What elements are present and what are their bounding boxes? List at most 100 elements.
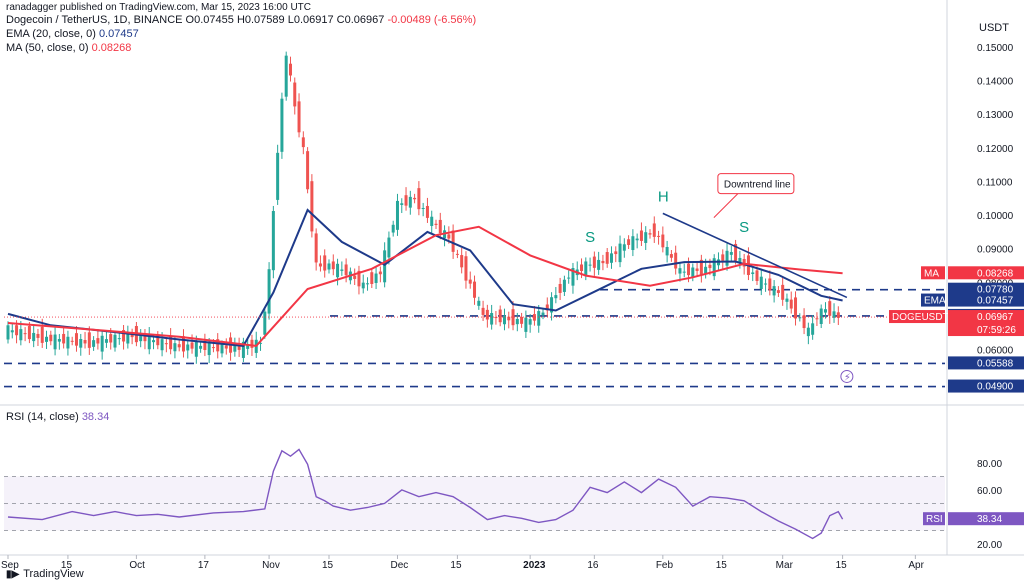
candle-body[interactable] xyxy=(571,268,575,286)
candle-body[interactable] xyxy=(421,207,425,209)
candle-body[interactable] xyxy=(708,264,712,269)
candle-body[interactable] xyxy=(370,272,374,284)
candle-body[interactable] xyxy=(734,243,738,261)
candle-body[interactable] xyxy=(374,273,378,283)
candle-body[interactable] xyxy=(271,211,275,271)
candle-body[interactable] xyxy=(87,332,91,348)
candle-body[interactable] xyxy=(130,334,134,338)
candle-body[interactable] xyxy=(259,342,263,344)
candle-body[interactable] xyxy=(143,334,147,342)
candle-body[interactable] xyxy=(250,339,254,348)
candle-body[interactable] xyxy=(267,269,271,314)
candle-body[interactable] xyxy=(331,261,335,270)
candle-body[interactable] xyxy=(584,261,588,277)
candle-body[interactable] xyxy=(23,333,27,335)
candle-body[interactable] xyxy=(725,250,729,266)
candle-body[interactable] xyxy=(802,315,806,329)
candle-body[interactable] xyxy=(811,323,815,335)
candle-body[interactable] xyxy=(494,317,498,319)
candle-body[interactable] xyxy=(580,264,584,272)
candle-body[interactable] xyxy=(40,326,44,343)
candle-body[interactable] xyxy=(661,234,665,248)
rsi-line[interactable] xyxy=(7,448,844,540)
candle-body[interactable] xyxy=(609,253,613,263)
candle-body[interactable] xyxy=(408,196,412,208)
candle-body[interactable] xyxy=(32,332,36,342)
candle-body[interactable] xyxy=(541,312,545,316)
candle-body[interactable] xyxy=(477,300,481,306)
candle-body[interactable] xyxy=(678,268,682,274)
candle-body[interactable] xyxy=(832,311,836,318)
candle-body[interactable] xyxy=(451,230,455,252)
ema-legend[interactable]: EMA (20, close, 0) 0.07457 xyxy=(6,27,139,41)
candle-body[interactable] xyxy=(631,236,635,251)
candle-body[interactable] xyxy=(211,347,215,349)
candle-body[interactable] xyxy=(781,284,785,300)
candle-body[interactable] xyxy=(537,311,541,326)
candle-body[interactable] xyxy=(263,311,267,335)
ema-line[interactable] xyxy=(7,208,843,347)
candle-body[interactable] xyxy=(383,250,387,283)
candle-body[interactable] xyxy=(79,338,83,348)
candle-body[interactable] xyxy=(190,342,194,349)
candle-body[interactable] xyxy=(558,283,562,293)
candle-body[interactable] xyxy=(836,312,840,318)
candle-body[interactable] xyxy=(755,270,759,281)
candle-body[interactable] xyxy=(425,205,429,218)
candle-body[interactable] xyxy=(49,334,53,342)
candle-body[interactable] xyxy=(648,233,652,235)
candle-body[interactable] xyxy=(220,344,224,354)
candle-body[interactable] xyxy=(413,197,417,200)
candle-body[interactable] xyxy=(400,203,404,205)
candle-body[interactable] xyxy=(618,243,622,263)
candle-body[interactable] xyxy=(96,338,100,344)
candle-body[interactable] xyxy=(391,224,395,233)
candle-body[interactable] xyxy=(507,316,511,321)
candle-body[interactable] xyxy=(665,246,669,256)
candle-body[interactable] xyxy=(627,239,631,245)
candle-body[interactable] xyxy=(19,329,23,341)
candle-body[interactable] xyxy=(567,277,571,279)
lightning-icon[interactable] xyxy=(840,369,854,383)
candle-body[interactable] xyxy=(751,272,755,275)
candle-body[interactable] xyxy=(70,340,74,342)
symbol-name[interactable]: Dogecoin / TetherUS, 1D, BINANCE xyxy=(6,14,183,26)
candle-body[interactable] xyxy=(297,101,301,133)
candle-body[interactable] xyxy=(742,258,746,267)
candle-body[interactable] xyxy=(729,252,733,255)
candle-body[interactable] xyxy=(109,334,113,343)
candle-body[interactable] xyxy=(789,299,793,309)
candle-body[interactable] xyxy=(545,304,549,311)
candle-body[interactable] xyxy=(353,275,357,279)
candle-body[interactable] xyxy=(520,316,524,324)
candle-body[interactable] xyxy=(695,268,699,271)
candle-body[interactable] xyxy=(276,152,280,200)
candle-body[interactable] xyxy=(644,232,648,243)
downtrend-line[interactable] xyxy=(662,212,848,299)
candle-body[interactable] xyxy=(336,263,340,278)
candle-body[interactable] xyxy=(224,345,228,349)
candle-body[interactable] xyxy=(434,223,438,225)
candle-body[interactable] xyxy=(704,266,708,274)
candle-body[interactable] xyxy=(669,254,673,258)
candle-body[interactable] xyxy=(10,330,14,333)
candle-body[interactable] xyxy=(340,269,344,271)
candle-body[interactable] xyxy=(344,264,348,276)
candle-body[interactable] xyxy=(45,336,49,342)
candle-body[interactable] xyxy=(147,335,151,350)
candle-body[interactable] xyxy=(169,336,173,350)
candle-body[interactable] xyxy=(691,267,695,278)
candle-body[interactable] xyxy=(288,63,292,76)
candle-body[interactable] xyxy=(293,82,297,107)
candle-body[interactable] xyxy=(199,345,203,349)
candle-body[interactable] xyxy=(460,255,464,268)
candle-body[interactable] xyxy=(194,341,198,357)
candle-body[interactable] xyxy=(524,317,528,332)
candle-body[interactable] xyxy=(113,334,117,348)
candle-body[interactable] xyxy=(605,252,609,264)
candle-body[interactable] xyxy=(122,330,126,342)
candle-body[interactable] xyxy=(357,270,361,287)
candle-body[interactable] xyxy=(819,308,823,324)
candle-body[interactable] xyxy=(36,333,40,338)
